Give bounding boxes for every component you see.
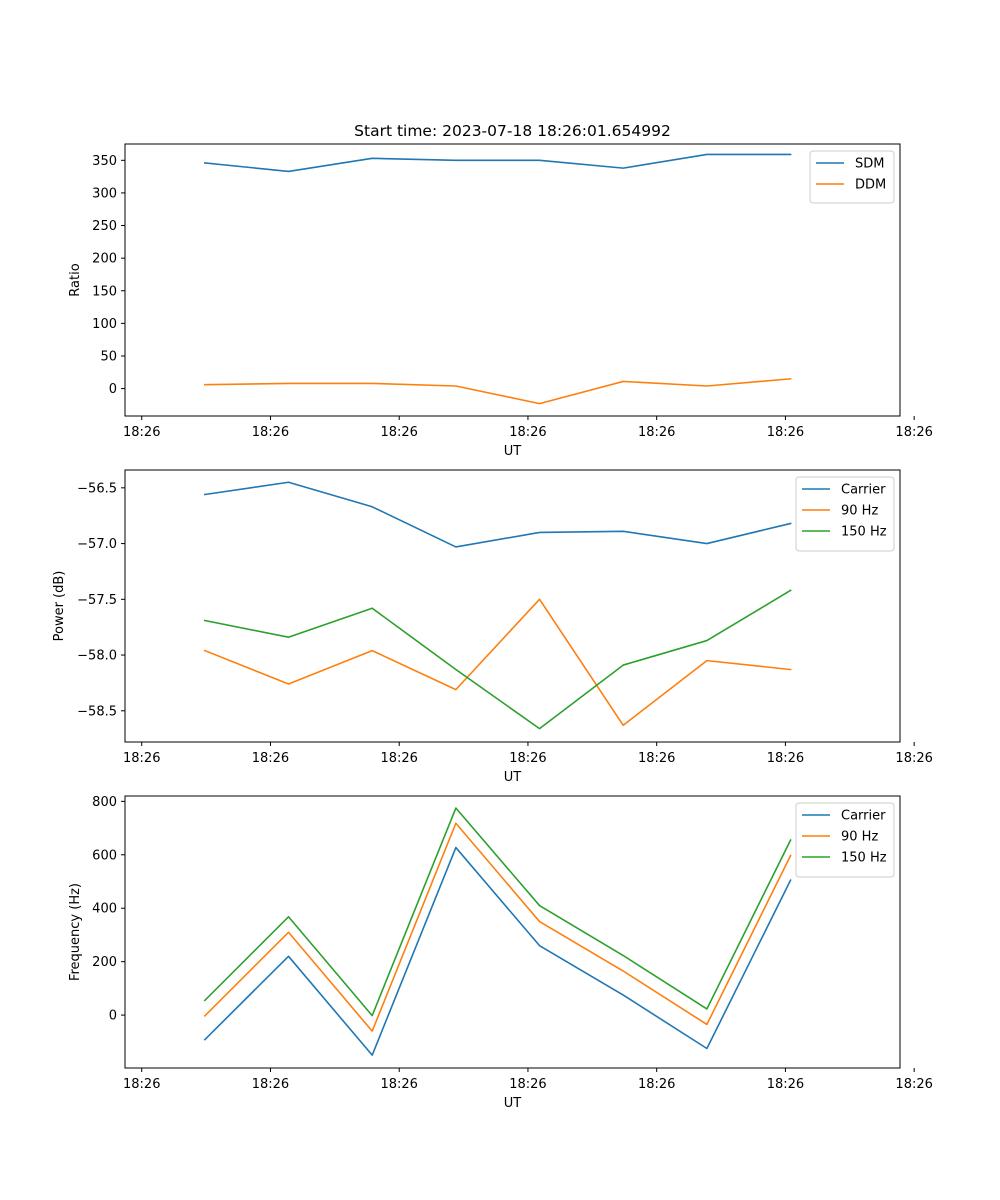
x-tick-label: 18:26 xyxy=(123,1077,160,1092)
y-tick-label: 400 xyxy=(92,902,117,917)
y-axis-label: Ratio xyxy=(68,263,83,296)
x-tick-label: 18:26 xyxy=(767,425,804,440)
x-axis-label: UT xyxy=(504,770,522,785)
x-tick-label: 18:26 xyxy=(123,751,160,766)
y-tick-label: 200 xyxy=(92,955,117,970)
x-tick-label: 18:26 xyxy=(638,425,675,440)
y-tick-label: 100 xyxy=(92,317,117,332)
x-tick-label: 18:26 xyxy=(767,751,804,766)
y-tick-label: 600 xyxy=(92,848,117,863)
y-axis-label: Power (dB) xyxy=(52,571,67,642)
y-tick-label: −57.0 xyxy=(77,537,117,552)
y-tick-label: −57.5 xyxy=(77,593,117,608)
axes-frame xyxy=(124,795,901,1069)
x-tick-label: 18:26 xyxy=(895,751,932,766)
y-tick-label: 800 xyxy=(92,795,117,810)
x-tick-label: 18:26 xyxy=(380,751,417,766)
y-tick-label: 50 xyxy=(100,349,117,364)
legend-entry: 150 Hz xyxy=(841,851,887,866)
chart-panel-3: 18:2618:2618:2618:2618:2618:2618:2618:27… xyxy=(68,795,933,1111)
y-tick-label: 200 xyxy=(92,252,117,267)
x-tick-label: 18:26 xyxy=(252,751,289,766)
legend-entry: DDM xyxy=(855,178,886,193)
series-line-carrier xyxy=(203,481,792,548)
x-axis-label: UT xyxy=(504,444,522,459)
figure-title: Start time: 2023-07-18 18:26:01.654992 xyxy=(354,122,671,140)
x-axis-label: UT xyxy=(504,1096,522,1111)
legend-entry: 150 Hz xyxy=(841,525,887,540)
y-axis-label: Frequency (Hz) xyxy=(68,883,83,981)
y-tick-label: −56.5 xyxy=(77,481,117,496)
y-tick-label: −58.0 xyxy=(77,649,117,664)
y-tick-label: 250 xyxy=(92,219,117,234)
x-tick-label: 18:26 xyxy=(123,425,160,440)
series-line-sdm xyxy=(203,153,792,173)
legend-box xyxy=(795,476,895,552)
legend-box xyxy=(795,802,895,878)
x-tick-label: 18:26 xyxy=(638,751,675,766)
series-line-carrier xyxy=(203,846,792,1056)
x-tick-label: 18:26 xyxy=(252,1077,289,1092)
chart-panel-2: 18:2618:2618:2618:2618:2618:2618:2618:27… xyxy=(52,469,933,785)
y-tick-label: 0 xyxy=(109,382,117,397)
legend: Carrier 90 Hz 150 Hz xyxy=(795,476,895,552)
legend-entry: Carrier xyxy=(841,809,886,824)
y-tick-label: 0 xyxy=(109,1009,117,1024)
y-tick-label: 300 xyxy=(92,186,117,201)
legend-box xyxy=(809,150,895,204)
legend-entry: 90 Hz xyxy=(841,830,878,845)
x-tick-label: 18:26 xyxy=(380,1077,417,1092)
x-tick-label: 18:26 xyxy=(895,425,932,440)
axes-frame xyxy=(124,469,901,743)
series-line-ddm xyxy=(204,377,792,405)
y-tick-label: 350 xyxy=(92,154,117,169)
y-tick-label: 150 xyxy=(92,284,117,299)
x-tick-label: 18:26 xyxy=(895,1077,932,1092)
legend-entry: Carrier xyxy=(841,483,886,498)
x-tick-label: 18:26 xyxy=(509,1077,546,1092)
legend: SDM DDM xyxy=(809,150,895,204)
series-line-90-hz xyxy=(203,598,792,727)
legend-entry: SDM xyxy=(855,157,884,172)
x-tick-label: 18:26 xyxy=(380,425,417,440)
chart-panel-1: 18:2618:2618:2618:2618:2618:2618:2618:27… xyxy=(68,143,933,459)
x-tick-label: 18:26 xyxy=(638,1077,675,1092)
series-line-90-hz xyxy=(203,822,792,1032)
x-tick-label: 18:26 xyxy=(252,425,289,440)
series-line-150-hz xyxy=(203,589,792,730)
x-tick-label: 18:26 xyxy=(767,1077,804,1092)
x-tick-label: 18:26 xyxy=(509,751,546,766)
legend-entry: 90 Hz xyxy=(841,504,878,519)
x-tick-label: 18:26 xyxy=(509,425,546,440)
axes-frame xyxy=(124,143,901,417)
series-line-150-hz xyxy=(203,807,792,1017)
legend: Carrier 90 Hz 150 Hz xyxy=(795,802,895,878)
y-tick-label: −58.5 xyxy=(77,704,117,719)
